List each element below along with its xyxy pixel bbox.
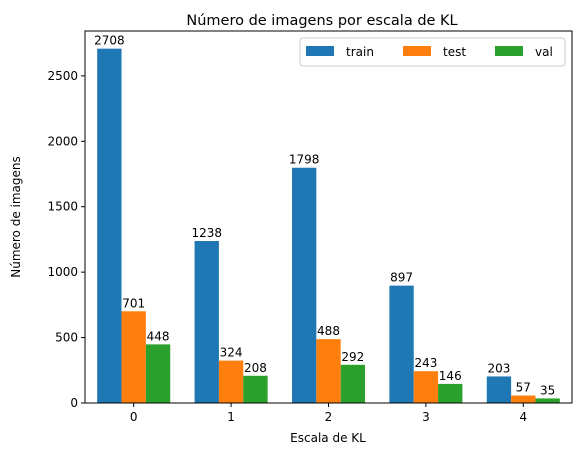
data-label-test-4: 57 [516,381,531,395]
bar-train-2 [291,167,317,403]
legend-label-train: train [346,45,374,59]
x-tick-label: 0 [130,410,138,424]
bar-test-1 [218,360,244,403]
data-label-test-3: 243 [414,356,437,370]
bar-val-4 [535,398,560,403]
bar-train-1 [194,241,219,403]
legend-label-test: test [443,45,466,59]
data-label-test-2: 488 [317,324,340,338]
legend-label-val: val [535,45,553,59]
x-tick-label: 1 [227,410,235,424]
data-label-train-3: 897 [390,271,413,285]
data-label-val-4: 35 [540,383,555,397]
data-label-train-4: 203 [487,361,510,375]
y-tick-label: 1000 [47,265,78,279]
chart-title: Número de imagens por escala de KL [186,13,457,29]
x-tick-label: 3 [422,410,430,424]
x-axis-ticks: 0 1 2 3 4 [130,403,527,424]
legend-swatch-test [403,46,431,56]
bar-train-3 [389,285,414,403]
data-label-val-0: 448 [147,329,170,343]
bars-group [97,48,560,403]
legend-swatch-train [306,46,334,56]
y-axis-ticks: 0 500 1000 1500 2000 2500 [47,69,85,410]
y-tick-label: 2500 [47,69,78,83]
bar-test-3 [413,371,439,403]
y-tick-label: 500 [55,331,78,345]
x-axis-title: Escala de KL [290,431,366,445]
bar-test-2 [316,339,341,403]
bar-val-3 [438,383,463,403]
x-tick-label: 4 [519,410,527,424]
bar-test-4 [511,395,536,403]
bar-train-4 [486,376,512,403]
legend-swatch-val [495,46,523,56]
y-axis-title: Número de imagens [9,156,23,278]
bar-test-0 [121,311,146,403]
y-tick-label: 1500 [47,200,78,214]
y-tick-label: 2000 [47,134,78,148]
data-label-val-1: 208 [244,361,267,375]
data-label-train-1: 1238 [191,226,222,240]
bar-train-0 [97,48,122,403]
bar-val-0 [145,344,171,403]
data-label-train-2: 1798 [289,153,320,167]
data-label-test-0: 701 [122,296,145,310]
bar-val-1 [243,375,268,403]
data-label-val-3: 146 [439,369,462,383]
x-tick-label: 2 [325,410,333,424]
legend: train test val [299,37,566,67]
data-label-test-1: 324 [220,346,243,360]
legend-box [299,37,566,67]
y-tick-label: 0 [70,396,78,410]
data-label-train-0: 2708 [94,34,125,48]
data-label-val-2: 292 [341,350,364,364]
data-labels-group: 2708 1238 1798 897 203 701 324 488 243 57 448 208 29… [94,34,555,398]
bar-val-2 [340,364,366,403]
